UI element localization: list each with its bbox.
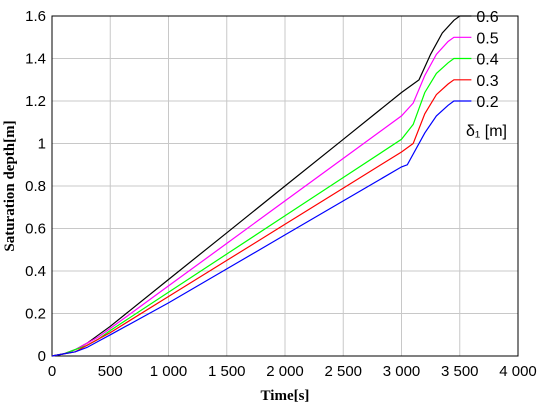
series-line-0.3 (51, 79, 472, 357)
series-lines (51, 15, 472, 357)
y-tick-label: 1 (38, 136, 46, 153)
x-axis-label: Time[s] (261, 388, 310, 404)
x-tick-labels: 0 500 1 000 1 500 2 000 2 500 3 000 3 500 4 000 (48, 363, 537, 380)
x-tick-label: 3 500 (441, 363, 479, 380)
y-tick-label: 0 (38, 348, 46, 365)
y-tick-label: 0.2 (25, 306, 46, 323)
series-label-0.3: 0.3 (476, 73, 498, 90)
x-tick-label: 2 500 (324, 363, 362, 380)
y-tick-label: 1.6 (25, 8, 46, 25)
x-tick-label: 1 000 (150, 363, 188, 380)
x-tick-label: 3 000 (383, 363, 421, 380)
y-tick-label: 0.6 (25, 221, 46, 238)
plot-frame (51, 15, 519, 357)
x-tick-label: 500 (98, 363, 123, 380)
series-line-0.5 (51, 36, 472, 357)
x-tick-label: 2 000 (266, 363, 304, 380)
series-label-0.5: 0.5 (476, 30, 498, 47)
legend: 0.6 0.5 0.4 0.3 0.2 (476, 9, 498, 111)
y-axis-label: Saturation depth[m] (2, 120, 18, 251)
series-label-0.2: 0.2 (476, 94, 498, 111)
y-tick-label: 1.4 (25, 51, 46, 68)
y-tick-label: 1.2 (25, 93, 46, 110)
x-tick-label: 1 500 (208, 363, 246, 380)
series-label-0.6: 0.6 (476, 9, 498, 26)
y-tick-label: 0.8 (25, 178, 46, 195)
legend-title: δ₁ [m] (466, 123, 507, 140)
series-line-0.2 (51, 100, 472, 357)
x-tick-label: 0 (48, 363, 56, 380)
series-line-0.4 (51, 57, 472, 357)
y-tick-labels: 0 0.2 0.4 0.6 0.8 1 1.2 1.4 1.6 (25, 8, 46, 365)
y-tick-label: 0.4 (25, 263, 46, 280)
x-tick-label: 4 000 (499, 363, 537, 380)
series-label-0.4: 0.4 (476, 52, 498, 69)
